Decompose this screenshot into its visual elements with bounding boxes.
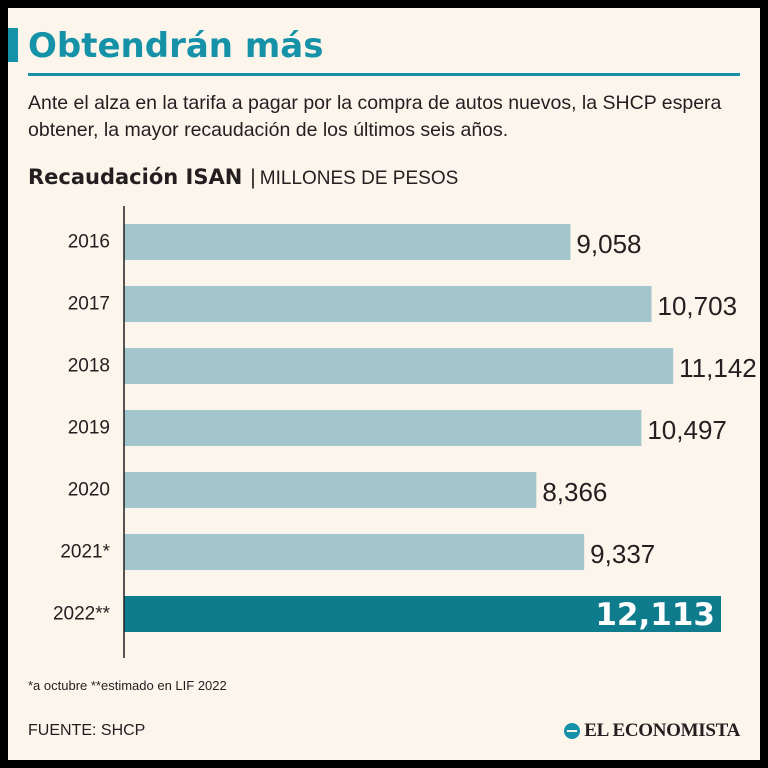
data-label: 11,142 (679, 353, 757, 383)
source-label: FUENTE: SHCP (28, 722, 146, 739)
category-label: 2017 (68, 294, 110, 315)
bar-chart: 2016 9,058 2017 10,703 2018 11,142 2019 10,497 2… (53, 206, 757, 658)
category-label: 2016 (68, 232, 110, 253)
data-label: 10,703 (658, 291, 738, 321)
title-accent-bar (8, 28, 18, 62)
data-label: 9,058 (576, 229, 641, 259)
bar-highlight (124, 596, 721, 632)
brand-logo: EL ECONOMISTA (564, 720, 740, 742)
data-label-highlight: 12,113 (595, 597, 715, 633)
bar (124, 472, 537, 508)
subtitle: Ante el alza en la tarifa a pagar por la… (28, 92, 722, 141)
category-label: 2020 (68, 480, 110, 501)
bar (124, 286, 652, 322)
chart-title-separator: | (250, 166, 256, 189)
brand-name: EL ECONOMISTA (584, 720, 740, 741)
chart-unit-label: MILLONES DE PESOS (259, 168, 459, 189)
bar (124, 224, 571, 260)
data-label: 8,366 (542, 477, 607, 507)
footnote: *a octubre **estimado en LIF 2022 (28, 678, 227, 693)
category-label: 2021* (60, 542, 110, 563)
category-label: 2019 (68, 418, 110, 439)
chart-heading: Recaudación ISAN | MILLONES DE PESOS (28, 162, 458, 194)
bar (124, 348, 674, 384)
category-label: 2022** (53, 604, 111, 625)
data-label: 10,497 (647, 415, 727, 445)
page-title: Obtendrán más (28, 26, 324, 66)
brand-icon (564, 723, 581, 739)
data-label: 9,337 (590, 539, 655, 569)
title-divider (28, 73, 740, 76)
category-label: 2018 (68, 356, 110, 377)
bar (124, 410, 642, 446)
infographic-card: Obtendrán más Ante el alza en la tarifa … (8, 8, 760, 760)
chart-title: Recaudación ISAN (28, 165, 243, 189)
bar (124, 534, 585, 570)
